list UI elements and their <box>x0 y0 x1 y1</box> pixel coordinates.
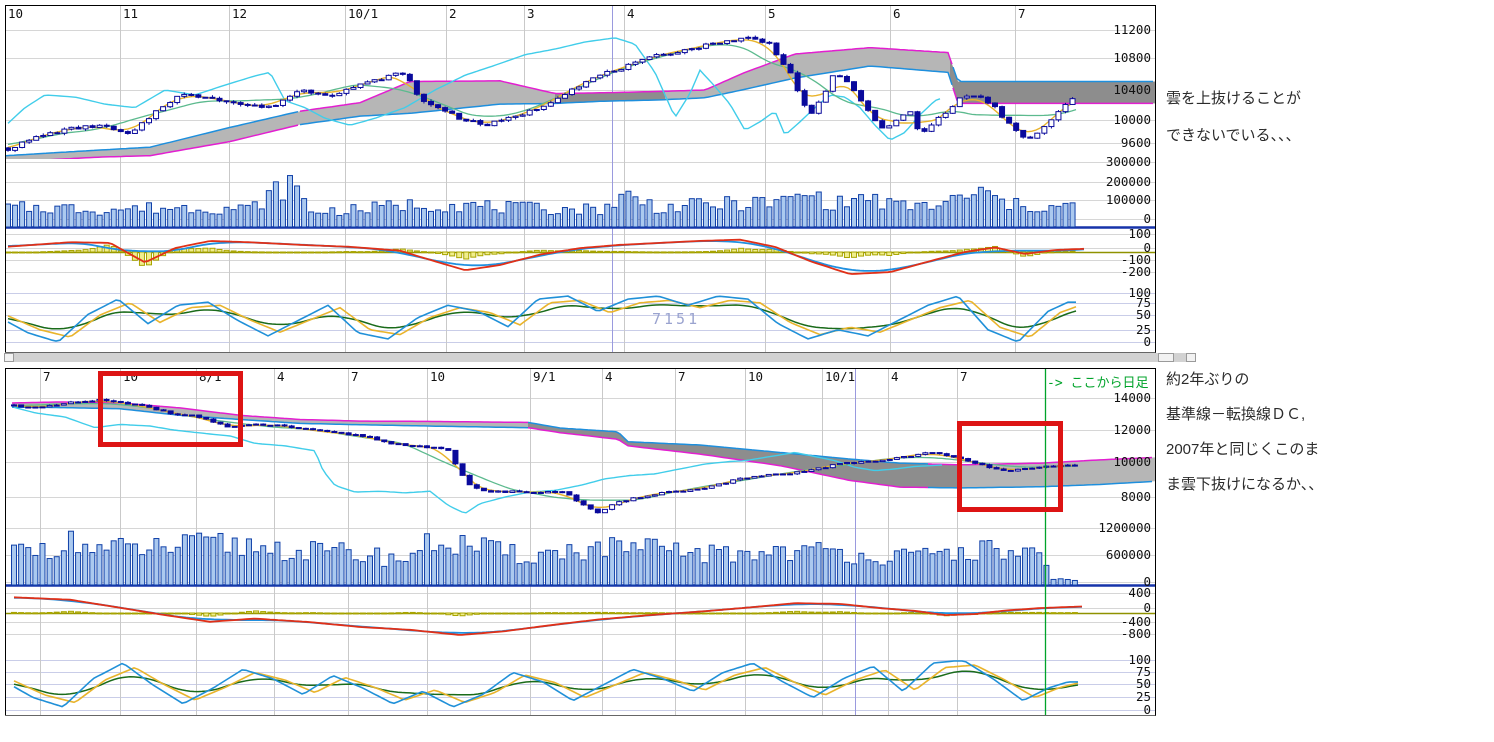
svg-text:4: 4 <box>277 369 285 384</box>
svg-text:14000: 14000 <box>1113 390 1151 405</box>
macd-panel <box>5 238 1085 275</box>
svg-text:12: 12 <box>232 6 247 21</box>
annotation-line: ま雲下抜けになるか、、 <box>1166 476 1324 493</box>
svg-text:11200: 11200 <box>1113 22 1151 37</box>
svg-text:100: 100 <box>1128 226 1151 241</box>
svg-text:5: 5 <box>768 6 776 21</box>
svg-text:-200: -200 <box>1121 264 1151 279</box>
svg-text:12000: 12000 <box>1113 422 1151 437</box>
annotation-top-note: 雲を上抜けることが できないでいる、、、 <box>1166 80 1301 154</box>
svg-text:600000: 600000 <box>1106 547 1151 562</box>
svg-text:10: 10 <box>430 369 445 384</box>
svg-text:100000: 100000 <box>1106 192 1151 207</box>
svg-text:-100: -100 <box>1121 252 1151 267</box>
svg-text:50: 50 <box>1136 307 1151 322</box>
daily-start-marker-label: -> ここから日足 <box>1047 376 1149 391</box>
svg-text:11: 11 <box>123 6 138 21</box>
annotation-line: 2007年と同じくこのま <box>1166 441 1320 458</box>
svg-text:8000: 8000 <box>1121 489 1151 504</box>
svg-text:25: 25 <box>1136 322 1151 337</box>
stochastics-panel <box>13 660 1079 708</box>
weekly-chart[interactable]: 7 10 8/1 4 7 10 9/1 4 7 10 10/1 4 714000120001000080… <box>0 368 1160 718</box>
svg-text:10/1: 10/1 <box>348 6 378 21</box>
svg-text:7: 7 <box>960 369 968 384</box>
svg-text:7: 7 <box>43 369 51 384</box>
highlight-box <box>98 371 243 447</box>
svg-text:9600: 9600 <box>1121 135 1151 150</box>
svg-text:4: 4 <box>891 369 899 384</box>
highlight-box <box>957 421 1063 512</box>
scrollbar-right-button[interactable] <box>1186 353 1196 362</box>
svg-text:400: 400 <box>1128 585 1151 600</box>
macd-panel <box>11 596 1083 636</box>
svg-text:75: 75 <box>1136 664 1151 679</box>
scrollbar-thumb[interactable] <box>1158 353 1174 362</box>
candlesticks <box>5 35 1076 153</box>
svg-text:0: 0 <box>1143 334 1151 349</box>
svg-text:0: 0 <box>1143 702 1151 717</box>
svg-text:0: 0 <box>1143 574 1151 589</box>
chart-frame <box>5 5 1156 353</box>
svg-text:4: 4 <box>605 369 613 384</box>
daily-chart[interactable]: 10 11 12 10/1 2 3 4 5 6 7112001080010400100009600… <box>0 5 1160 355</box>
svg-text:50: 50 <box>1136 676 1151 691</box>
svg-text:3: 3 <box>527 6 535 21</box>
annotation-bottom-note: 約2年ぶりの 基準線－転換線ＤＣ, 2007年と同じくこのま ま雲下抜けになるか… <box>1166 362 1323 502</box>
svg-text:-400: -400 <box>1121 614 1151 629</box>
volume-panel <box>5 175 1076 228</box>
chart-frame <box>5 368 1156 716</box>
axis-labels: 10 11 12 10/1 2 3 4 5 6 7112001080010400100009600… <box>8 6 1151 349</box>
horizontal-scrollbar[interactable] <box>4 353 1196 362</box>
svg-text:9/1: 9/1 <box>533 369 556 384</box>
annotation-line: 雲を上抜けることが <box>1166 90 1302 107</box>
svg-text:0: 0 <box>1143 240 1151 255</box>
svg-text:25: 25 <box>1136 689 1151 704</box>
svg-text:10000: 10000 <box>1113 112 1151 127</box>
svg-text:7: 7 <box>1018 6 1026 21</box>
svg-text:10/1: 10/1 <box>825 369 855 384</box>
svg-text:4: 4 <box>627 6 635 21</box>
axis-labels: 7 10 8/1 4 7 10 9/1 4 7 10 10/1 4 714000120001000080… <box>43 369 1151 717</box>
svg-text:300000: 300000 <box>1106 154 1151 169</box>
svg-text:10000: 10000 <box>1113 454 1151 469</box>
svg-text:0: 0 <box>1143 211 1151 226</box>
scrollbar-left-button[interactable] <box>4 353 14 362</box>
svg-text:7: 7 <box>351 369 359 384</box>
svg-text:100: 100 <box>1128 285 1151 300</box>
svg-text:75: 75 <box>1136 295 1151 310</box>
svg-text:0: 0 <box>1143 600 1151 615</box>
annotation-line: できないでいる、、、 <box>1166 127 1301 144</box>
ticker-watermark: 7151 <box>652 310 700 328</box>
svg-text:100: 100 <box>1128 652 1151 667</box>
svg-text:6: 6 <box>893 6 901 21</box>
volume-panel <box>11 530 1078 586</box>
svg-text:10400: 10400 <box>1113 82 1151 97</box>
svg-text:10800: 10800 <box>1113 50 1151 65</box>
svg-text:-800: -800 <box>1121 626 1151 641</box>
stochastics-panel <box>7 295 1077 342</box>
svg-text:200000: 200000 <box>1106 174 1151 189</box>
svg-text:10: 10 <box>8 6 23 21</box>
annotation-line: 基準線－転換線ＤＣ, <box>1166 406 1306 423</box>
svg-text:10: 10 <box>748 369 763 384</box>
svg-text:2: 2 <box>449 6 457 21</box>
svg-text:7: 7 <box>678 369 686 384</box>
annotation-line: 約2年ぶりの <box>1166 371 1250 388</box>
svg-text:1200000: 1200000 <box>1098 520 1151 535</box>
